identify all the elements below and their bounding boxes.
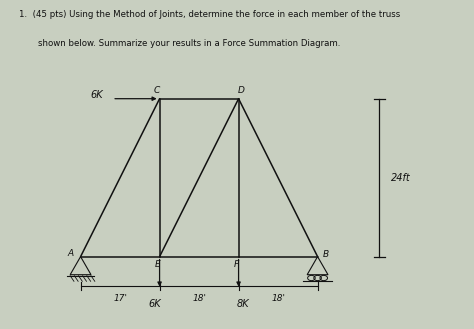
Text: 8K: 8K — [237, 299, 250, 309]
Text: 18': 18' — [271, 294, 285, 303]
Text: shown below. Summarize your results in a Force Summation Diagram.: shown below. Summarize your results in a… — [38, 39, 340, 48]
Text: 24ft: 24ft — [391, 173, 411, 183]
Text: 17': 17' — [113, 294, 127, 303]
Text: 6K: 6K — [148, 299, 161, 309]
Text: A: A — [67, 249, 73, 258]
Text: E: E — [155, 260, 160, 269]
Text: 6K: 6K — [90, 90, 103, 100]
Text: 18': 18' — [192, 294, 206, 303]
Text: B: B — [323, 250, 329, 260]
Text: F: F — [234, 260, 239, 269]
Text: D: D — [237, 86, 245, 95]
Text: C: C — [154, 86, 160, 95]
Text: 1.  (45 pts) Using the Method of Joints, determine the force in each member of t: 1. (45 pts) Using the Method of Joints, … — [19, 10, 400, 19]
